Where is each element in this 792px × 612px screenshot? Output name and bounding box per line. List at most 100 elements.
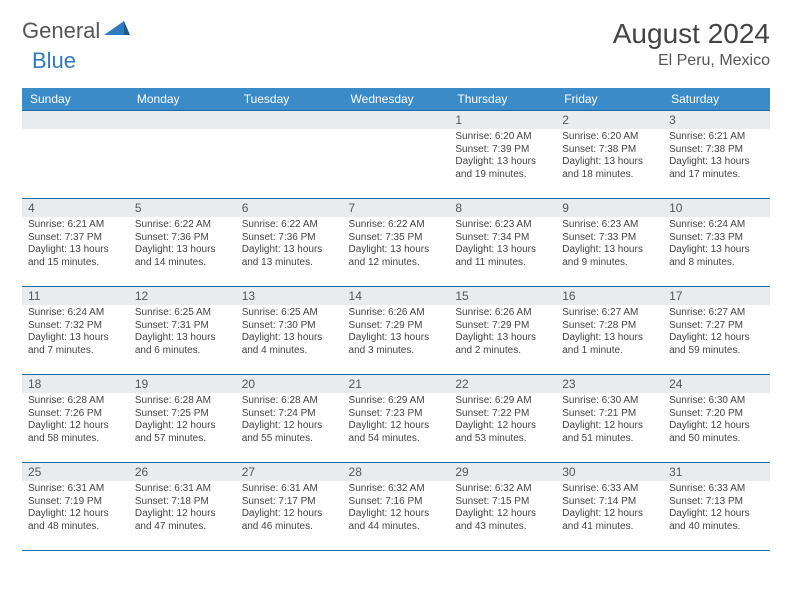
location: El Peru, Mexico: [613, 52, 770, 70]
day-body-empty: [343, 129, 450, 189]
calendar-day-cell: 16Sunrise: 6:27 AMSunset: 7:28 PMDayligh…: [556, 287, 663, 375]
daylight-line: Daylight: 13 hours and 14 minutes.: [135, 244, 230, 269]
calendar-day-cell: 28Sunrise: 6:32 AMSunset: 7:16 PMDayligh…: [343, 463, 450, 551]
day-number: 3: [663, 111, 770, 129]
day-body-empty: [236, 129, 343, 189]
sunrise-line: Sunrise: 6:22 AM: [349, 219, 444, 232]
sunrise-line: Sunrise: 6:20 AM: [562, 131, 657, 144]
weekday-header: Friday: [556, 88, 663, 111]
day-number: 10: [663, 199, 770, 217]
day-body: Sunrise: 6:24 AMSunset: 7:32 PMDaylight:…: [22, 305, 129, 361]
month-title: August 2024: [613, 18, 770, 50]
sunset-line: Sunset: 7:17 PM: [242, 496, 337, 509]
daylight-line: Daylight: 12 hours and 54 minutes.: [349, 420, 444, 445]
sunset-line: Sunset: 7:28 PM: [562, 320, 657, 333]
day-number: 24: [663, 375, 770, 393]
daylight-line: Daylight: 13 hours and 2 minutes.: [455, 332, 550, 357]
weekday-header: Sunday: [22, 88, 129, 111]
daylight-line: Daylight: 13 hours and 17 minutes.: [669, 156, 764, 181]
day-number: 11: [22, 287, 129, 305]
calendar-day-cell: 25Sunrise: 6:31 AMSunset: 7:19 PMDayligh…: [22, 463, 129, 551]
sunrise-line: Sunrise: 6:29 AM: [349, 395, 444, 408]
sunrise-line: Sunrise: 6:23 AM: [455, 219, 550, 232]
day-number-empty: [343, 111, 450, 129]
calendar-day-cell: 30Sunrise: 6:33 AMSunset: 7:14 PMDayligh…: [556, 463, 663, 551]
daylight-line: Daylight: 12 hours and 50 minutes.: [669, 420, 764, 445]
day-number-empty: [129, 111, 236, 129]
sunrise-line: Sunrise: 6:26 AM: [455, 307, 550, 320]
day-body: Sunrise: 6:28 AMSunset: 7:24 PMDaylight:…: [236, 393, 343, 449]
day-body: Sunrise: 6:29 AMSunset: 7:23 PMDaylight:…: [343, 393, 450, 449]
calendar-day-cell: 22Sunrise: 6:29 AMSunset: 7:22 PMDayligh…: [449, 375, 556, 463]
daylight-line: Daylight: 12 hours and 57 minutes.: [135, 420, 230, 445]
day-body: Sunrise: 6:22 AMSunset: 7:35 PMDaylight:…: [343, 217, 450, 273]
day-body-empty: [129, 129, 236, 189]
sunrise-line: Sunrise: 6:31 AM: [135, 483, 230, 496]
sunset-line: Sunset: 7:16 PM: [349, 496, 444, 509]
calendar-day-cell: 19Sunrise: 6:28 AMSunset: 7:25 PMDayligh…: [129, 375, 236, 463]
day-body: Sunrise: 6:30 AMSunset: 7:21 PMDaylight:…: [556, 393, 663, 449]
day-body: Sunrise: 6:28 AMSunset: 7:26 PMDaylight:…: [22, 393, 129, 449]
calendar-week-row: 4Sunrise: 6:21 AMSunset: 7:37 PMDaylight…: [22, 199, 770, 287]
sunset-line: Sunset: 7:30 PM: [242, 320, 337, 333]
day-body: Sunrise: 6:27 AMSunset: 7:27 PMDaylight:…: [663, 305, 770, 361]
calendar-day-cell: 5Sunrise: 6:22 AMSunset: 7:36 PMDaylight…: [129, 199, 236, 287]
sunrise-line: Sunrise: 6:27 AM: [669, 307, 764, 320]
sunrise-line: Sunrise: 6:21 AM: [28, 219, 123, 232]
calendar-day-cell: 9Sunrise: 6:23 AMSunset: 7:33 PMDaylight…: [556, 199, 663, 287]
day-number: 29: [449, 463, 556, 481]
daylight-line: Daylight: 13 hours and 7 minutes.: [28, 332, 123, 357]
calendar-day-cell: 26Sunrise: 6:31 AMSunset: 7:18 PMDayligh…: [129, 463, 236, 551]
daylight-line: Daylight: 12 hours and 59 minutes.: [669, 332, 764, 357]
sunset-line: Sunset: 7:26 PM: [28, 408, 123, 421]
day-number: 1: [449, 111, 556, 129]
sunrise-line: Sunrise: 6:23 AM: [562, 219, 657, 232]
sunrise-line: Sunrise: 6:33 AM: [562, 483, 657, 496]
sunset-line: Sunset: 7:20 PM: [669, 408, 764, 421]
calendar-day-cell: 1Sunrise: 6:20 AMSunset: 7:39 PMDaylight…: [449, 111, 556, 199]
calendar-day-cell: [129, 111, 236, 199]
day-body: Sunrise: 6:26 AMSunset: 7:29 PMDaylight:…: [343, 305, 450, 361]
daylight-line: Daylight: 13 hours and 13 minutes.: [242, 244, 337, 269]
sunrise-line: Sunrise: 6:31 AM: [242, 483, 337, 496]
calendar-day-cell: 23Sunrise: 6:30 AMSunset: 7:21 PMDayligh…: [556, 375, 663, 463]
day-number: 8: [449, 199, 556, 217]
calendar-week-row: 11Sunrise: 6:24 AMSunset: 7:32 PMDayligh…: [22, 287, 770, 375]
sunset-line: Sunset: 7:33 PM: [669, 232, 764, 245]
day-body: Sunrise: 6:31 AMSunset: 7:18 PMDaylight:…: [129, 481, 236, 537]
calendar-day-cell: 31Sunrise: 6:33 AMSunset: 7:13 PMDayligh…: [663, 463, 770, 551]
calendar-day-cell: 10Sunrise: 6:24 AMSunset: 7:33 PMDayligh…: [663, 199, 770, 287]
sunrise-line: Sunrise: 6:30 AM: [669, 395, 764, 408]
day-number-empty: [236, 111, 343, 129]
daylight-line: Daylight: 12 hours and 41 minutes.: [562, 508, 657, 533]
day-body: Sunrise: 6:32 AMSunset: 7:16 PMDaylight:…: [343, 481, 450, 537]
calendar-week-row: 25Sunrise: 6:31 AMSunset: 7:19 PMDayligh…: [22, 463, 770, 551]
calendar-day-cell: [343, 111, 450, 199]
day-number: 15: [449, 287, 556, 305]
day-body: Sunrise: 6:33 AMSunset: 7:13 PMDaylight:…: [663, 481, 770, 537]
daylight-line: Daylight: 12 hours and 48 minutes.: [28, 508, 123, 533]
calendar-table: Sunday Monday Tuesday Wednesday Thursday…: [22, 88, 770, 551]
sunset-line: Sunset: 7:34 PM: [455, 232, 550, 245]
sunset-line: Sunset: 7:18 PM: [135, 496, 230, 509]
sunset-line: Sunset: 7:15 PM: [455, 496, 550, 509]
sunrise-line: Sunrise: 6:25 AM: [242, 307, 337, 320]
calendar-day-cell: 3Sunrise: 6:21 AMSunset: 7:38 PMDaylight…: [663, 111, 770, 199]
daylight-line: Daylight: 13 hours and 12 minutes.: [349, 244, 444, 269]
daylight-line: Daylight: 13 hours and 6 minutes.: [135, 332, 230, 357]
sunrise-line: Sunrise: 6:24 AM: [669, 219, 764, 232]
calendar-day-cell: 13Sunrise: 6:25 AMSunset: 7:30 PMDayligh…: [236, 287, 343, 375]
calendar-day-cell: 4Sunrise: 6:21 AMSunset: 7:37 PMDaylight…: [22, 199, 129, 287]
daylight-line: Daylight: 12 hours and 55 minutes.: [242, 420, 337, 445]
sunset-line: Sunset: 7:22 PM: [455, 408, 550, 421]
day-body-empty: [22, 129, 129, 189]
daylight-line: Daylight: 13 hours and 11 minutes.: [455, 244, 550, 269]
sunset-line: Sunset: 7:33 PM: [562, 232, 657, 245]
daylight-line: Daylight: 13 hours and 1 minute.: [562, 332, 657, 357]
sunset-line: Sunset: 7:36 PM: [135, 232, 230, 245]
day-number: 30: [556, 463, 663, 481]
sunset-line: Sunset: 7:13 PM: [669, 496, 764, 509]
day-number: 27: [236, 463, 343, 481]
sunrise-line: Sunrise: 6:30 AM: [562, 395, 657, 408]
calendar-day-cell: 29Sunrise: 6:32 AMSunset: 7:15 PMDayligh…: [449, 463, 556, 551]
